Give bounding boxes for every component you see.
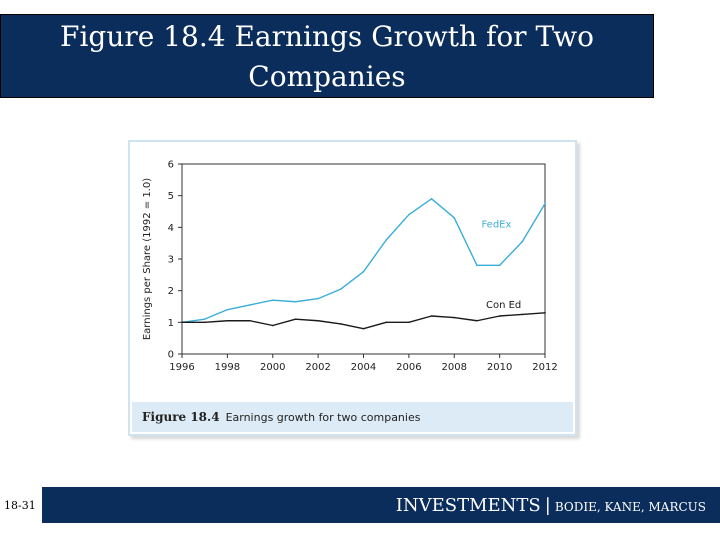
y-tick-label: 1 <box>168 318 174 329</box>
x-tick-label: 2000 <box>260 362 285 373</box>
x-tick-label: 2012 <box>532 362 557 373</box>
data-point <box>408 321 410 324</box>
data-point <box>203 318 206 320</box>
footer-bar: INVESTMENTS | BODIE, KANE, MARCUS <box>42 487 720 523</box>
earnings-chart: 1996 1998 2000 2002 2004 2006 2008 2010 20120123… <box>142 160 558 374</box>
y-tick-label: 6 <box>168 160 174 171</box>
data-point <box>340 323 342 325</box>
data-point <box>294 300 297 303</box>
caption-label: Figure 18.4 <box>142 410 220 424</box>
data-point <box>498 264 501 267</box>
data-point <box>476 319 478 322</box>
figure-frame: 1996 1998 2000 2002 2004 2006 2008 2010 2012 0 1 2 3… <box>128 140 577 436</box>
series-label: Con Ed <box>486 300 521 311</box>
y-tick-label: 5 <box>168 191 174 202</box>
footer-separator: | <box>544 495 551 516</box>
footer-book-title: INVESTMENTS <box>395 495 541 516</box>
data-point <box>453 316 456 319</box>
x-tick-label: 2004 <box>351 362 376 373</box>
plot-frame <box>181 163 546 355</box>
data-point <box>430 315 433 317</box>
data-point <box>226 319 229 322</box>
x-tick-label: 2010 <box>487 362 512 373</box>
x-tick-label: 2002 <box>305 362 330 373</box>
data-point <box>249 304 251 306</box>
series-line-con-ed <box>182 312 546 330</box>
data-point <box>498 315 501 317</box>
data-point <box>181 321 183 324</box>
data-point <box>271 299 274 301</box>
footer-text: INVESTMENTS | BODIE, KANE, MARCUS <box>396 495 706 516</box>
data-point <box>430 198 433 200</box>
data-point <box>340 288 342 290</box>
data-point <box>294 318 297 320</box>
y-tick-label: 2 <box>168 286 174 297</box>
caption-text: Earnings growth for two companies <box>225 411 421 424</box>
x-tick-label: 1996 <box>169 362 194 373</box>
data-point <box>385 239 387 241</box>
data-point <box>521 313 524 316</box>
slide-title: Figure 18.4 Earnings Growth for Two Comp… <box>0 14 654 98</box>
data-point <box>544 202 546 205</box>
data-point <box>408 213 410 216</box>
data-point <box>203 321 206 324</box>
x-tick-label: 1998 <box>215 362 240 373</box>
y-axis-label: Earnings per Share (1992 = 1.0) <box>142 178 153 340</box>
data-point <box>317 319 319 322</box>
slide-title-line-2: Companies <box>248 60 406 93</box>
y-tick-label: 3 <box>168 255 174 266</box>
figure-caption: Figure 18.4 Earnings growth for two compa… <box>132 402 573 432</box>
data-point <box>271 324 274 327</box>
y-tick-label: 4 <box>168 223 174 234</box>
data-point <box>385 321 387 324</box>
data-point <box>317 297 319 300</box>
slide-number: 18-31 <box>4 499 36 512</box>
data-point <box>249 319 251 322</box>
x-tick-label: 2006 <box>396 362 421 373</box>
slide-title-line-1: Figure 18.4 Earnings Growth for Two <box>60 20 594 53</box>
x-tick-label: 2008 <box>442 362 467 373</box>
series-label: FedEx <box>481 219 511 230</box>
data-point <box>226 308 229 311</box>
footer-authors: BODIE, KANE, MARCUS <box>554 500 706 514</box>
data-point <box>476 264 478 267</box>
data-point <box>362 327 365 330</box>
y-tick-label: 0 <box>168 350 174 361</box>
data-point <box>453 217 456 219</box>
data-point <box>362 270 365 273</box>
data-point <box>521 240 524 243</box>
data-point <box>544 312 546 314</box>
